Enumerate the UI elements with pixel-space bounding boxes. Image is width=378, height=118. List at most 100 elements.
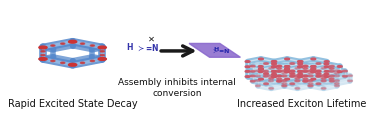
Circle shape xyxy=(272,63,276,65)
Circle shape xyxy=(316,75,321,77)
Circle shape xyxy=(271,66,276,67)
Circle shape xyxy=(335,85,339,87)
Circle shape xyxy=(245,66,250,67)
Circle shape xyxy=(342,75,347,77)
Circle shape xyxy=(329,80,334,82)
Circle shape xyxy=(285,78,290,80)
Circle shape xyxy=(329,65,334,67)
Circle shape xyxy=(285,71,290,72)
Circle shape xyxy=(277,65,281,67)
Circle shape xyxy=(269,77,274,79)
Circle shape xyxy=(100,51,104,52)
Circle shape xyxy=(321,80,326,82)
Circle shape xyxy=(264,83,268,85)
Circle shape xyxy=(290,83,295,85)
Circle shape xyxy=(282,70,287,72)
Circle shape xyxy=(348,80,352,82)
Circle shape xyxy=(259,78,263,80)
Circle shape xyxy=(282,83,287,84)
Circle shape xyxy=(295,78,300,79)
Text: Increased Exciton Lifetime: Increased Exciton Lifetime xyxy=(237,99,367,109)
Circle shape xyxy=(316,75,321,77)
Circle shape xyxy=(303,75,308,77)
Circle shape xyxy=(311,66,316,67)
Circle shape xyxy=(68,40,77,43)
Circle shape xyxy=(68,63,77,66)
Circle shape xyxy=(258,71,263,72)
Circle shape xyxy=(256,80,260,81)
Circle shape xyxy=(245,61,250,62)
Circle shape xyxy=(298,61,303,62)
Circle shape xyxy=(98,46,106,49)
Text: $\succ$=N: $\succ$=N xyxy=(136,42,160,53)
Circle shape xyxy=(272,66,277,67)
Circle shape xyxy=(308,70,313,72)
Circle shape xyxy=(277,80,281,82)
Circle shape xyxy=(298,63,303,65)
Circle shape xyxy=(269,75,273,76)
Circle shape xyxy=(295,88,300,89)
Circle shape xyxy=(329,78,334,80)
Circle shape xyxy=(258,66,263,67)
Circle shape xyxy=(316,73,321,74)
Circle shape xyxy=(41,51,45,52)
Circle shape xyxy=(245,76,250,77)
Circle shape xyxy=(277,80,282,82)
Circle shape xyxy=(303,65,308,67)
Circle shape xyxy=(308,83,313,84)
Text: $\succ$=N: $\succ$=N xyxy=(211,47,231,55)
Circle shape xyxy=(61,62,65,63)
Text: ✕: ✕ xyxy=(148,35,155,44)
Circle shape xyxy=(51,60,55,62)
Circle shape xyxy=(277,65,282,67)
Circle shape xyxy=(290,75,294,77)
Circle shape xyxy=(311,58,316,60)
Circle shape xyxy=(303,75,308,77)
Circle shape xyxy=(272,76,277,77)
Circle shape xyxy=(298,73,303,75)
Circle shape xyxy=(264,63,268,64)
Circle shape xyxy=(272,61,277,62)
Circle shape xyxy=(335,70,339,72)
Circle shape xyxy=(39,58,47,60)
Circle shape xyxy=(295,77,300,79)
Circle shape xyxy=(277,68,282,69)
Circle shape xyxy=(264,73,268,75)
Circle shape xyxy=(290,73,295,74)
Circle shape xyxy=(308,75,313,77)
Circle shape xyxy=(285,68,290,70)
Circle shape xyxy=(250,65,255,67)
Circle shape xyxy=(290,75,295,77)
Circle shape xyxy=(338,66,342,67)
Text: H: H xyxy=(126,43,133,52)
Circle shape xyxy=(311,68,316,70)
Circle shape xyxy=(303,68,308,69)
Circle shape xyxy=(311,71,316,72)
Circle shape xyxy=(277,78,282,80)
Circle shape xyxy=(335,75,339,77)
Text: Rapid Excited State Decay: Rapid Excited State Decay xyxy=(8,99,138,109)
Circle shape xyxy=(264,73,268,74)
Circle shape xyxy=(277,75,281,77)
Circle shape xyxy=(334,72,339,74)
Circle shape xyxy=(282,75,287,77)
Circle shape xyxy=(100,55,104,56)
Circle shape xyxy=(311,78,316,80)
Circle shape xyxy=(250,71,255,72)
Circle shape xyxy=(51,45,55,46)
Circle shape xyxy=(303,71,308,72)
Circle shape xyxy=(259,69,263,70)
Circle shape xyxy=(269,78,274,79)
Circle shape xyxy=(282,70,287,72)
Circle shape xyxy=(321,77,326,79)
Circle shape xyxy=(329,71,334,72)
Circle shape xyxy=(308,72,313,74)
Circle shape xyxy=(308,80,313,81)
Circle shape xyxy=(295,75,300,76)
Circle shape xyxy=(316,63,321,64)
Circle shape xyxy=(263,70,268,72)
Circle shape xyxy=(269,88,274,89)
Circle shape xyxy=(308,85,313,87)
Circle shape xyxy=(290,63,295,64)
Circle shape xyxy=(308,80,313,81)
